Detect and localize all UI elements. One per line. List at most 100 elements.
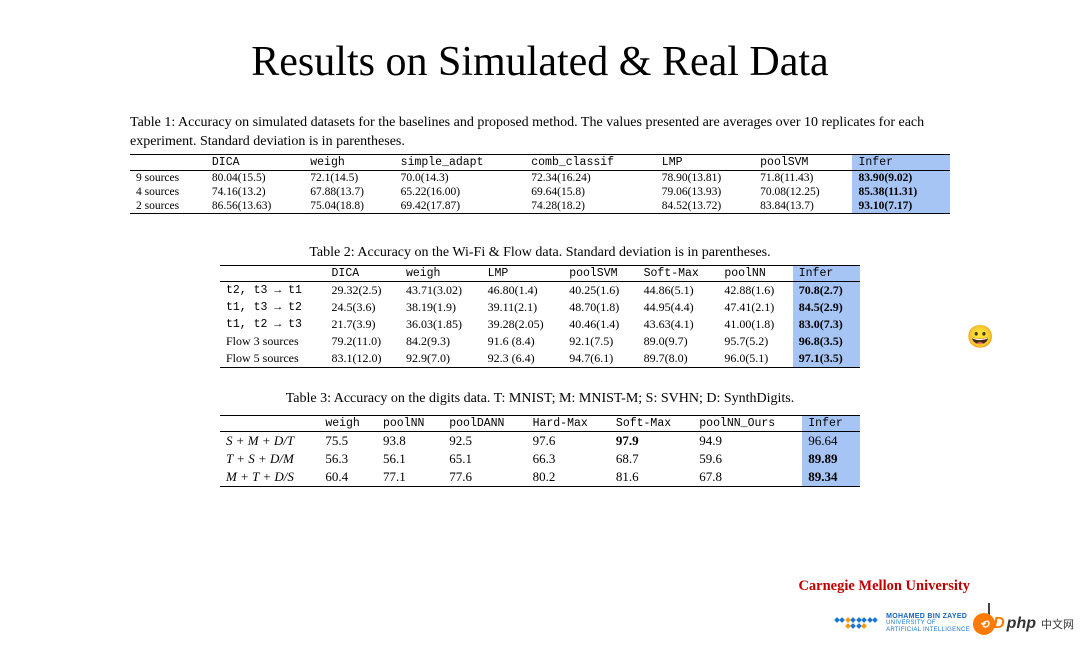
cell: 80.2 <box>527 468 610 487</box>
mbzuai-line2: UNIVERSITY OF <box>886 620 970 627</box>
table3-header-row: weighpoolNNpoolDANNHard-MaxSoft-MaxpoolN… <box>220 415 860 431</box>
col-header: poolSVM <box>754 154 852 170</box>
cell: 46.80(1.4) <box>482 281 564 299</box>
cell: 84.52(13.72) <box>656 199 754 214</box>
cell: 42.88(1.6) <box>718 281 792 299</box>
row-label: Flow 5 sources <box>220 350 326 368</box>
col-header: poolNN <box>718 265 792 281</box>
row-label: 9 sources <box>130 170 206 185</box>
cell: 48.70(1.8) <box>563 299 637 316</box>
cell: 79.2(11.0) <box>326 333 400 350</box>
smile-emoji-icon: 😀 <box>967 324 994 350</box>
col-header: Infer <box>852 154 950 170</box>
table-row: t1, t2 → t321.7(3.9)36.03(1.85)39.28(2.0… <box>220 316 860 333</box>
col-header <box>130 154 206 170</box>
cell: 29.32(2.5) <box>326 281 400 299</box>
col-header: Infer <box>802 415 860 431</box>
table-row: 4 sources74.16(13.2)67.88(13.7)65.22(16.… <box>130 185 950 199</box>
page-title: Results on Simulated & Real Data <box>0 38 1080 86</box>
table-row: 9 sources80.04(15.5)72.1(14.5)70.0(14.3)… <box>130 170 950 185</box>
cell: 21.7(3.9) <box>326 316 400 333</box>
cell: 40.46(1.4) <box>563 316 637 333</box>
cell: 94.7(6.1) <box>563 350 637 368</box>
cell: 75.04(18.8) <box>304 199 394 214</box>
cell: 89.7(8.0) <box>638 350 719 368</box>
cell: 39.11(2.1) <box>482 299 564 316</box>
cell: 44.86(5.1) <box>638 281 719 299</box>
row-label: t1, t3 → t2 <box>220 299 326 316</box>
cmu-logo-text: Carnegie Mellon University <box>798 578 970 595</box>
cell: 56.1 <box>377 450 443 468</box>
cell: 69.64(15.8) <box>525 185 656 199</box>
col-header: weigh <box>319 415 377 431</box>
col-header <box>220 415 319 431</box>
table-row: T + S + D/M56.356.165.166.368.759.689.89 <box>220 450 860 468</box>
cell: 75.5 <box>319 431 377 450</box>
cell: 96.8(3.5) <box>793 333 860 350</box>
cell: 84.5(2.9) <box>793 299 860 316</box>
cell: 85.38(11.31) <box>852 185 950 199</box>
col-header: weigh <box>304 154 394 170</box>
row-label: T + S + D/M <box>220 450 319 468</box>
cell: 68.7 <box>610 450 693 468</box>
cell: 74.16(13.2) <box>206 185 304 199</box>
cell: 89.0(9.7) <box>638 333 719 350</box>
cell: 96.64 <box>802 431 860 450</box>
table2-caption: Table 2: Accuracy on the Wi-Fi & Flow da… <box>130 244 950 263</box>
cell: 96.0(5.1) <box>718 350 792 368</box>
mbzuai-logo: MOHAMED BIN ZAYED UNIVERSITY OF ARTIFICI… <box>834 609 970 637</box>
mbzuai-line3: ARTIFICIAL INTELLIGENCE <box>886 627 970 634</box>
table3-caption: Table 3: Accuracy on the digits data. T:… <box>130 390 950 409</box>
cell: 24.5(3.6) <box>326 299 400 316</box>
cell: 94.9 <box>693 431 802 450</box>
col-header: LMP <box>656 154 754 170</box>
cell: 97.6 <box>527 431 610 450</box>
cell: 67.8 <box>693 468 802 487</box>
cell: 84.2(9.3) <box>400 333 482 350</box>
col-header: Soft-Max <box>638 265 719 281</box>
content-area: Table 1: Accuracy on simulated datasets … <box>130 114 950 487</box>
php-watermark: ⟲ Dphp 中文网 <box>973 613 1074 635</box>
col-header: LMP <box>482 265 564 281</box>
row-label: 2 sources <box>130 199 206 214</box>
cell: 41.00(1.8) <box>718 316 792 333</box>
cell: 56.3 <box>319 450 377 468</box>
cell: 92.3 (6.4) <box>482 350 564 368</box>
table-row: S + M + D/T75.593.892.597.697.994.996.64 <box>220 431 860 450</box>
cell: 70.08(12.25) <box>754 185 852 199</box>
table-row: Flow 5 sources83.1(12.0)92.9(7.0)92.3 (6… <box>220 350 860 368</box>
col-header: poolDANN <box>443 415 526 431</box>
cell: 81.6 <box>610 468 693 487</box>
row-label: t1, t2 → t3 <box>220 316 326 333</box>
table-row: M + T + D/S60.477.177.680.281.667.889.34 <box>220 468 860 487</box>
cell: 65.22(16.00) <box>395 185 526 199</box>
cell: 95.7(5.2) <box>718 333 792 350</box>
cell: 92.5 <box>443 431 526 450</box>
cell: 66.3 <box>527 450 610 468</box>
col-header: Hard-Max <box>527 415 610 431</box>
table2: DICAweighLMPpoolSVMSoft-MaxpoolNNInfer t… <box>220 265 860 368</box>
cell: 83.90(9.02) <box>852 170 950 185</box>
cell: 43.71(3.02) <box>400 281 482 299</box>
cell: 59.6 <box>693 450 802 468</box>
cell: 93.8 <box>377 431 443 450</box>
mbzuai-line1: MOHAMED BIN ZAYED <box>886 613 970 621</box>
cell: 97.9 <box>610 431 693 450</box>
mbzuai-mark-icon <box>834 609 878 637</box>
watermark-suffix: 中文网 <box>1041 616 1074 632</box>
cell: 77.1 <box>377 468 443 487</box>
cell: 65.1 <box>443 450 526 468</box>
col-header: poolNN <box>377 415 443 431</box>
cell: 93.10(7.17) <box>852 199 950 214</box>
cell: 83.0(7.3) <box>793 316 860 333</box>
cell: 97.1(3.5) <box>793 350 860 368</box>
cell: 78.90(13.81) <box>656 170 754 185</box>
cell: 86.56(13.63) <box>206 199 304 214</box>
table1-caption: Table 1: Accuracy on simulated datasets … <box>130 114 950 152</box>
row-label: 4 sources <box>130 185 206 199</box>
cell: 83.84(13.7) <box>754 199 852 214</box>
watermark-d: D <box>993 615 1005 633</box>
cell: 70.8(2.7) <box>793 281 860 299</box>
table2-header-row: DICAweighLMPpoolSVMSoft-MaxpoolNNInfer <box>220 265 860 281</box>
cell: 72.34(16.24) <box>525 170 656 185</box>
